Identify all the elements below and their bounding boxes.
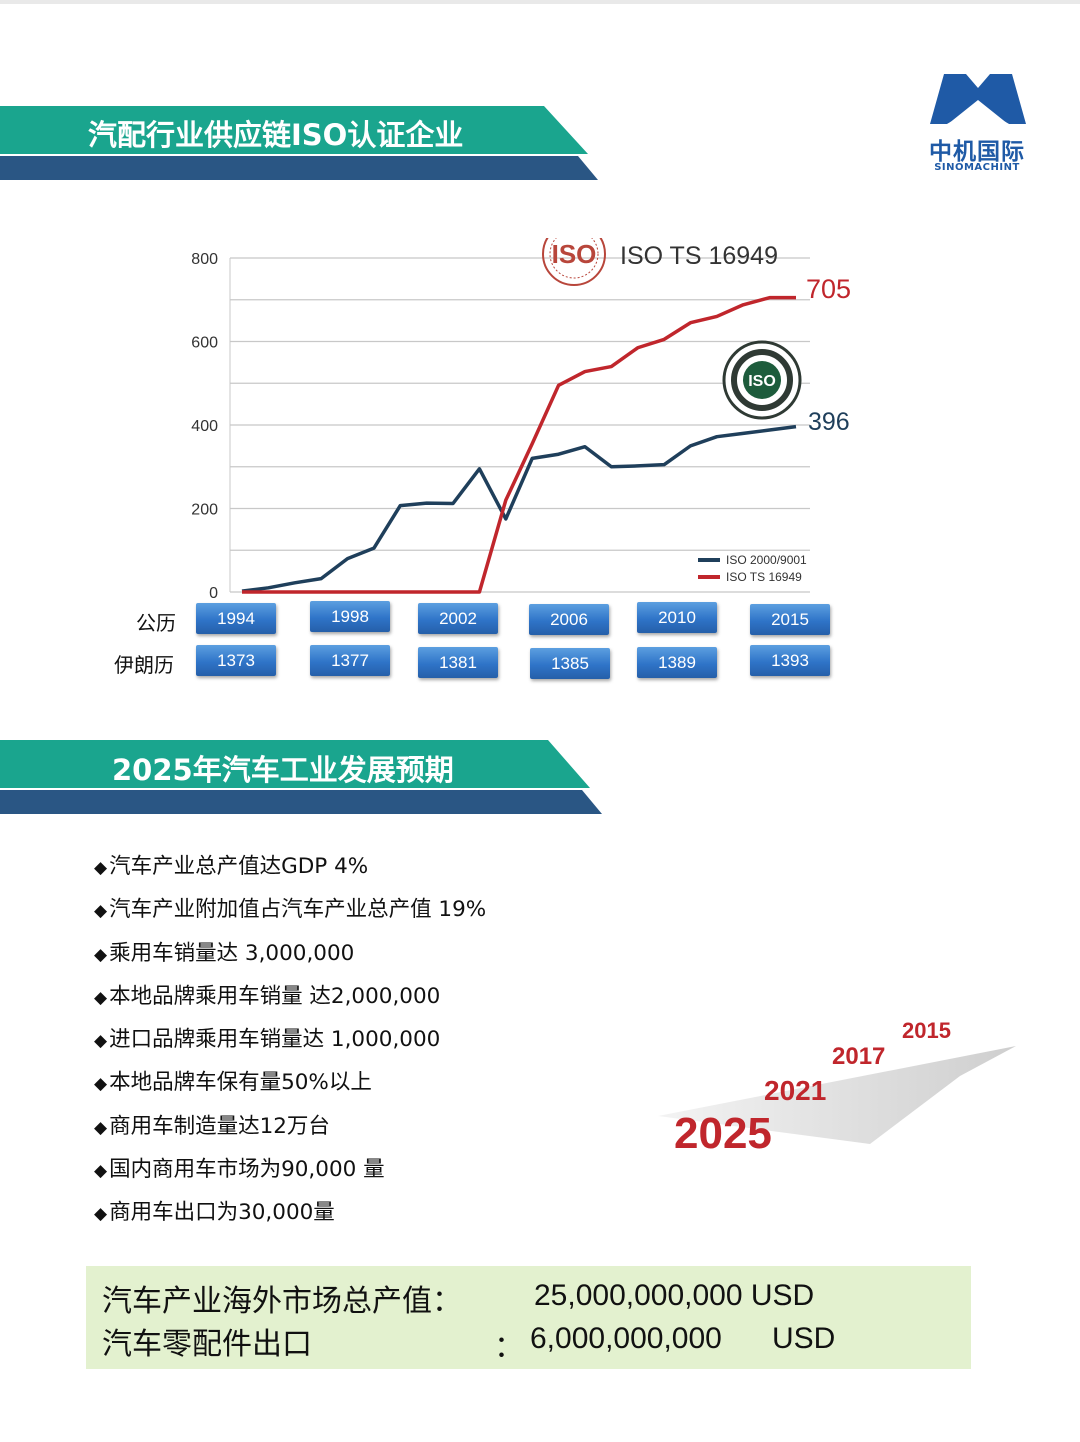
svg-text:ISO: ISO [552,239,597,269]
diamond-bullet-icon: ◆ [94,1161,108,1182]
summary-row-overseas: 汽车产业海外市场总产值： 25,000,000,000 USD [102,1276,814,1320]
top-divider [0,0,1080,4]
timeline-year-2017: 2017 [832,1043,885,1070]
section-banner-2025: 2025年汽车工业发展预期 [0,740,610,820]
year-gregorian-2015: 2015 [750,604,830,635]
iso-9001-seal-icon: ISO [722,340,802,420]
logo-chinese-text: 中机国际 [929,139,1025,165]
bullet-item: ◆汽车产业总产值达GDP 4% [94,854,369,879]
svg-text:ISO: ISO [748,373,776,390]
section-banner-iso: 汽配行业供应链ISO认证企业 [0,106,610,186]
timeline-year-2015: 2015 [902,1018,951,1043]
iranian-label: 伊朗历 [114,653,174,677]
timeline-year-2021: 2021 [764,1075,826,1106]
bullet-item: ◆国内商用车市场为90,000 量 [94,1157,385,1183]
year-gregorian-1998: 1998 [310,601,390,632]
year-iranian-1389: 1389 [637,647,717,678]
summary-parts-unit: USD [772,1322,836,1355]
y-tick-label: 800 [191,251,218,268]
y-tick-label: 200 [191,502,218,519]
summary-overseas-label: 汽车产业海外市场总产值： [102,1284,462,1319]
iso-ts-badge-caption: ISO TS 16949 [620,242,778,270]
diamond-bullet-icon: ◆ [94,944,108,965]
y-tick-label: 400 [191,418,218,435]
year-iranian-1385: 1385 [530,648,610,679]
year-timeline-graphic: 2015 2017 2021 2025 [658,1018,1016,1158]
gregorian-label: 公历 [136,611,176,635]
summary-overseas-value: 25,000,000,000 USD [534,1279,815,1312]
forecast-bullet-list: ◆汽车产业总产值达GDP 4% ◆汽车产业附加值占汽车产业总产值 19% ◆乘用… [94,849,486,1239]
series-line-iso9001 [241,424,797,593]
diamond-bullet-icon: ◆ [94,1204,108,1225]
iso-logo-badge-icon: ISO [542,238,606,286]
bullet-item: ◆商用车制造量达12万台 [94,1113,330,1139]
chart-legend: ISO 2000/9001 ISO TS 16949 [698,553,807,584]
logo-english-text: SINOMACHINT [934,162,1020,173]
year-iranian-1381: 1381 [418,647,498,678]
summary-box: 汽车产业海外市场总产值： 25,000,000,000 USD 汽车零配件出口 … [86,1266,971,1369]
bullet-item: ◆商用车出口为30,000量 [94,1200,335,1226]
chart-series [241,295,797,594]
year-gregorian-2006: 2006 [529,604,609,635]
bullet-item: ◆本地品牌乘用车销量 达2,000,000 [94,983,441,1009]
legend-iso9001: ISO 2000/9001 [726,553,807,567]
series-line-ts16949 [242,295,796,594]
chart-gridlines [229,257,810,593]
ts16949-end-label: 705 [806,274,851,304]
year-gregorian-2010: 2010 [637,602,717,633]
year-gregorian-2002: 2002 [418,603,498,634]
diamond-bullet-icon: ◆ [94,901,108,922]
iso9001-end-label: 396 [808,408,850,436]
year-gregorian-1994: 1994 [196,603,276,634]
timeline-year-2025: 2025 [674,1109,772,1158]
diamond-bullet-icon: ◆ [94,987,108,1008]
iso-certification-line-chart: 0 200 400 600 800 ISO ISO TS 16949 ISO 705 3… [191,238,851,602]
summary-parts-colon: ： [494,1331,524,1364]
year-iranian-1393: 1393 [750,645,830,676]
bullet-item: ◆本地品牌车保有量50%以上 [94,1070,372,1096]
year-iranian-1373: 1373 [196,645,276,676]
section-title-2025: 2025年汽车工业发展预期 [112,753,454,787]
chart-y-axis: 0 200 400 600 800 [191,251,218,602]
diamond-bullet-icon: ◆ [94,1074,108,1095]
bullet-item: ◆汽车产业附加值占汽车产业总产值 19% [94,897,487,923]
summary-parts-label: 汽车零配件出口 [102,1327,312,1362]
summary-row-parts-export: 汽车零配件出口 ： 6,000,000,000 USD [102,1319,835,1364]
section-title-iso: 汽配行业供应链ISO认证企业 [88,118,464,152]
year-iranian-1377: 1377 [310,645,390,676]
bullet-item: ◆进口品牌乘用车销量达 1,000,000 [94,1027,441,1053]
diamond-bullet-icon: ◆ [94,1117,108,1138]
y-tick-label: 600 [191,335,218,352]
legend-ts16949: ISO TS 16949 [726,570,802,584]
bullet-item: ◆乘用车销量达 3,000,000 [94,940,355,966]
diamond-bullet-icon: ◆ [94,1031,108,1052]
diamond-bullet-icon: ◆ [94,858,108,878]
sinomach-logo-icon [930,74,1026,128]
y-tick-label: 0 [209,585,218,602]
summary-parts-value: 6,000,000,000 [530,1322,722,1355]
